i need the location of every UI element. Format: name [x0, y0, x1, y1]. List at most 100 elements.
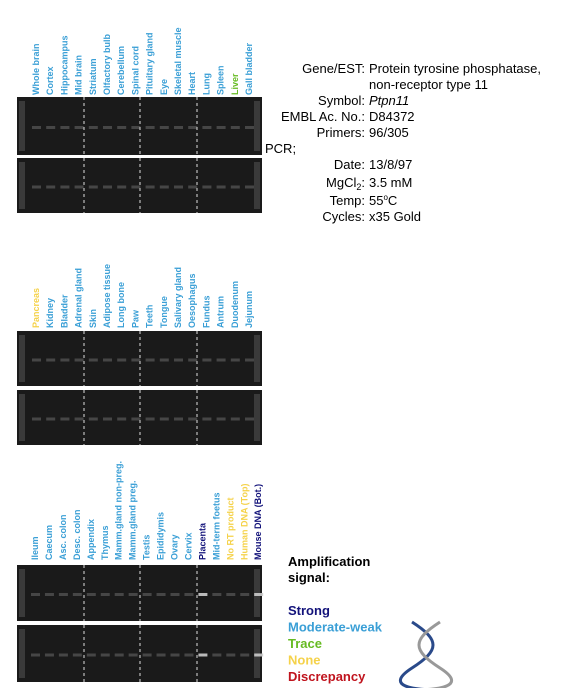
band: [46, 126, 56, 129]
gel-image: [17, 625, 262, 682]
band: [103, 417, 112, 421]
band: [103, 126, 112, 129]
lane-label: Mamm.gland preg.: [128, 480, 138, 560]
helix-strand: [417, 620, 454, 688]
band: [46, 358, 56, 362]
band: [74, 185, 84, 189]
lane-label: Teeth: [145, 305, 155, 328]
band: [46, 185, 56, 189]
band: [31, 653, 40, 657]
band: [156, 593, 166, 596]
band: [174, 185, 183, 189]
band: [188, 126, 198, 129]
band: [254, 593, 264, 596]
band: [60, 417, 70, 421]
lane-label: Heart: [187, 72, 197, 95]
info-value: 55oC: [369, 193, 397, 208]
band: [188, 417, 198, 421]
info-value: x35 Gold: [369, 209, 421, 224]
legend-title: signal:: [288, 570, 330, 585]
lane-label: Desc. colon: [72, 509, 82, 560]
band: [184, 653, 194, 657]
lane-label: Duodenum: [230, 281, 240, 328]
band: [32, 358, 41, 362]
lane-label: Hippocampus: [59, 35, 69, 95]
info-label: Cycles:: [322, 209, 365, 224]
band: [117, 185, 127, 189]
lane-label: Adipose tissue: [102, 264, 112, 328]
band: [198, 593, 208, 596]
band: [88, 185, 98, 189]
dna-icon: [398, 620, 454, 688]
band: [230, 185, 240, 189]
lane-label: Antrum: [216, 296, 226, 328]
lane-label: Human DNA (Top): [239, 484, 249, 561]
band: [170, 593, 180, 596]
lane-label: Whole brain: [31, 44, 41, 96]
lane-label: Caecum: [44, 525, 54, 560]
band: [216, 126, 226, 129]
lane-label: Salivary gland: [173, 267, 183, 328]
lane-label: Bladder: [59, 294, 69, 328]
band: [245, 185, 254, 189]
info-label: Symbol:: [318, 93, 365, 108]
band: [156, 653, 166, 657]
legend-title: Amplification: [288, 554, 370, 569]
band: [60, 185, 70, 189]
lane-label: Ovary: [170, 534, 180, 560]
band: [114, 653, 124, 657]
band: [58, 593, 68, 596]
info-value: Protein tyrosine phosphatase,: [369, 61, 541, 76]
band: [88, 417, 98, 421]
info-value: C: [388, 193, 397, 208]
ladder: [19, 101, 25, 151]
lane-label: Mouse DNA (Bot.): [253, 484, 263, 560]
lane-label: Kidney: [45, 298, 55, 328]
info-label: Primers:: [317, 125, 365, 140]
band: [145, 185, 155, 189]
lane-label: Adrenal gland: [74, 268, 84, 328]
band: [58, 653, 68, 657]
lane-label: Skin: [88, 309, 98, 328]
info-label: Date:: [334, 157, 365, 172]
band: [240, 593, 250, 596]
band: [131, 185, 141, 189]
band: [32, 126, 41, 129]
band: [145, 358, 155, 362]
lane-label: Skeletal muscle: [173, 27, 183, 95]
subscript: 2: [356, 182, 361, 192]
band: [174, 126, 183, 129]
band: [117, 358, 127, 362]
gel-image: [17, 390, 262, 445]
band: [170, 653, 180, 657]
ladder: [19, 394, 25, 441]
band: [88, 126, 98, 129]
legend-item: Strong: [288, 603, 330, 618]
band: [188, 358, 198, 362]
lane-label: Lung: [201, 73, 211, 95]
band: [230, 126, 240, 129]
lane-label: Mamm.gland non-preg.: [114, 461, 124, 560]
lane-label: Cerebellum: [116, 46, 126, 95]
info-label: EMBL Ac. No.:: [281, 109, 365, 124]
superscript: o: [383, 193, 388, 202]
info-label: Gene/EST:: [302, 61, 365, 76]
lane-label: Eye: [159, 79, 169, 95]
band: [142, 593, 152, 596]
lane-label: Striatum: [88, 58, 98, 95]
band: [100, 653, 110, 657]
band: [60, 126, 70, 129]
band: [103, 358, 112, 362]
band: [74, 417, 84, 421]
lane-label: Olfactory bulb: [102, 33, 112, 95]
gel-image: [17, 158, 262, 213]
band: [159, 358, 169, 362]
lane-label: Jejunum: [244, 291, 254, 328]
lane-label: Spleen: [216, 65, 226, 95]
band: [216, 358, 226, 362]
lane-label: Appendix: [86, 519, 96, 560]
band: [226, 593, 236, 596]
band: [174, 417, 183, 421]
lane-label: Mid brain: [74, 55, 84, 95]
